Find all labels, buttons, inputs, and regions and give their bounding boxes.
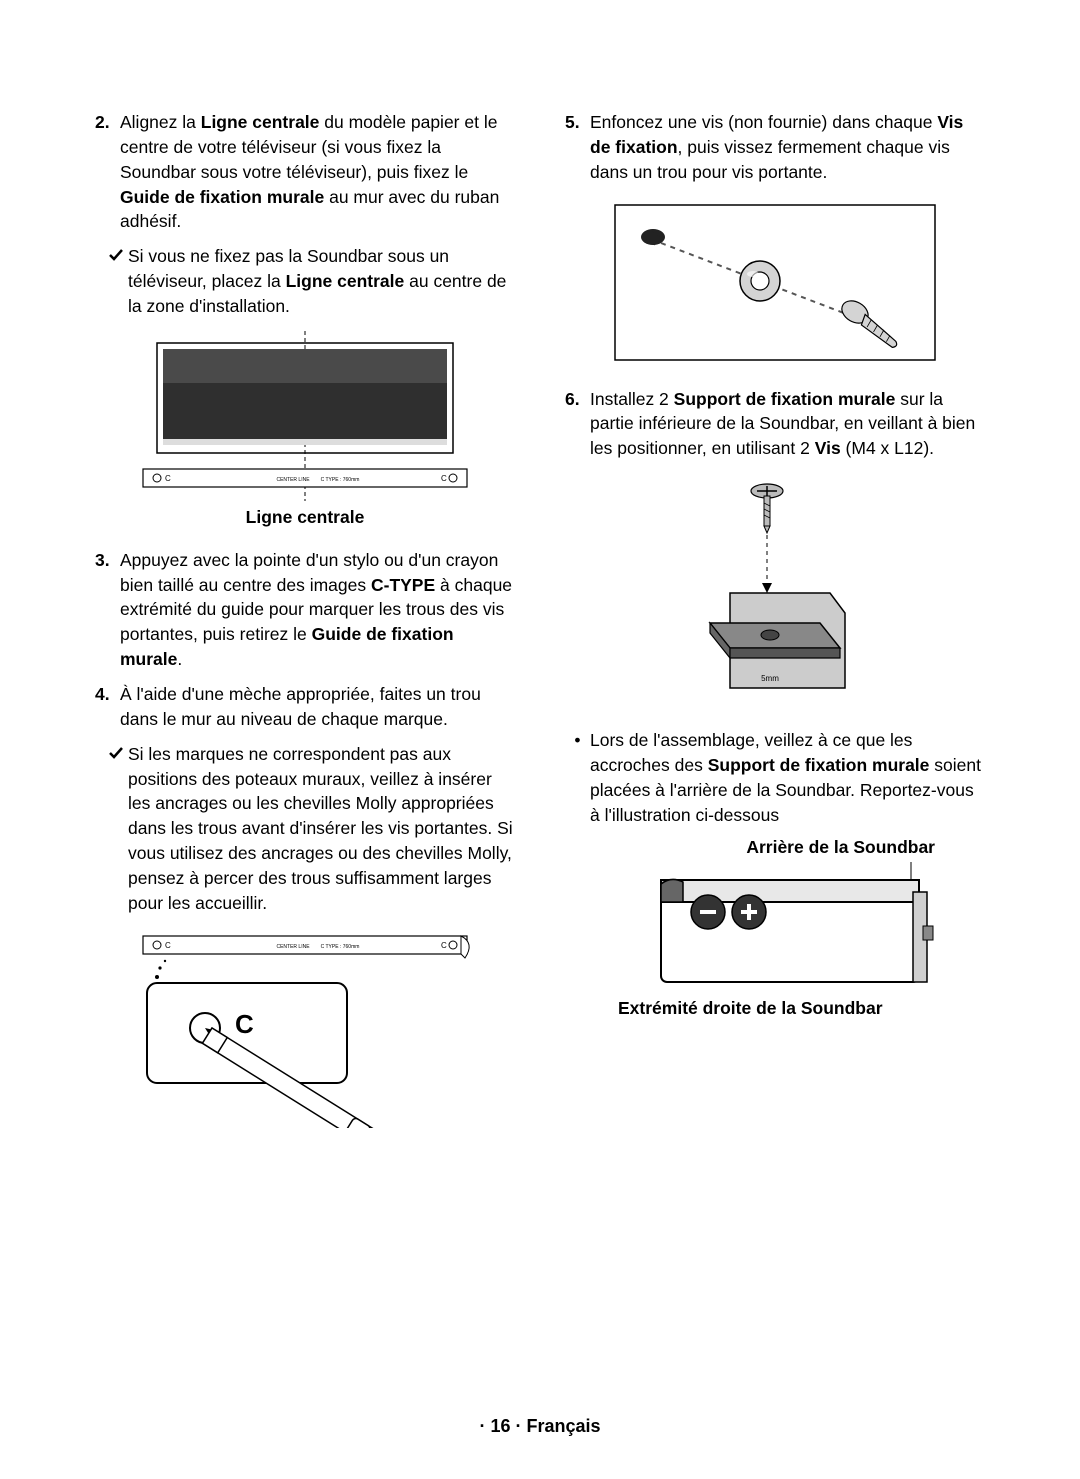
bullet-item: • Lors de l'assemblage, veillez à ce que… [565,728,985,827]
list-number: 4. [95,682,120,732]
list-text: Alignez la Ligne centrale du modèle papi… [120,110,515,234]
text: . [177,649,182,669]
label-c-left: C [165,474,171,483]
figure-soundbar-rear [653,862,943,992]
list-number: 5. [565,110,590,185]
bold-text: Support de fixation murale [674,389,896,409]
figure-screw-anchor [565,197,985,367]
text: Alignez la [120,112,201,132]
svg-text:5mm: 5mm [761,674,779,683]
left-column: 2. Alignez la Ligne centrale du modèle p… [95,110,515,1148]
text: Enfoncez une vis (non fournie) dans chaq… [590,112,937,132]
bullet-text: Lors de l'assemblage, veillez à ce que l… [590,728,985,827]
figure-bracket-screw: 5mm [565,473,985,708]
label-soundbar-right-end: Extrémité droite de la Soundbar [610,998,985,1019]
list-text: À l'aide d'une mèche appropriée, faites … [120,682,515,732]
list-text: Enfoncez une vis (non fournie) dans chaq… [590,110,985,185]
label-ctype: C TYPE : 760mm [321,944,360,950]
list-number: 3. [95,548,120,672]
label-c-right: C [441,474,447,483]
list-item-4: 4. À l'aide d'une mèche appropriée, fait… [95,682,515,732]
bold-text: Ligne centrale [201,112,320,132]
text: (M4 x L12). [841,438,934,458]
label-ctype: C TYPE : 760mm [321,477,360,483]
label-centerline: CENTER LINE [276,477,310,483]
bold-text: Support de fixation murale [708,755,930,775]
bold-text: Guide de fixation murale [120,187,324,207]
bold-text: Ligne centrale [286,271,405,291]
list-item-5: 5. Enfoncez une vis (non fournie) dans c… [565,110,985,185]
label-centerline: CENTER LINE [276,944,310,950]
bold-text: C-TYPE [371,575,435,595]
label-soundbar-back: Arrière de la Soundbar [610,837,985,858]
figure-caption: Ligne centrale [95,507,515,528]
check-item: Si les marques ne correspondent pas aux … [95,742,515,916]
check-text: Si les marques ne correspondent pas aux … [128,742,515,916]
soundbar-rear-figure-block: Arrière de la Soundbar [565,837,985,1019]
page-footer: · 16 · Français [0,1416,1080,1437]
check-item: Si vous ne fixez pas la Soundbar sous un… [95,244,515,319]
list-number: 2. [95,110,120,234]
list-item-3: 3. Appuyez avec la pointe d'un stylo ou … [95,548,515,672]
svg-text:C: C [165,941,171,950]
two-column-layout: 2. Alignez la Ligne centrale du modèle p… [95,110,985,1148]
list-text: Appuyez avec la pointe d'un stylo ou d'u… [120,548,515,672]
check-text: Si vous ne fixez pas la Soundbar sous un… [128,244,515,319]
bold-text: Vis [815,438,841,458]
text: Installez 2 [590,389,674,409]
figure-pen-marking: C C CENTER LINE C TYPE : 760mm C [95,928,515,1128]
list-item-6: 6. Installez 2 Support de fixation mural… [565,387,985,462]
list-text: Installez 2 Support de fixation murale s… [590,387,985,462]
list-item-2: 2. Alignez la Ligne centrale du modèle p… [95,110,515,234]
figure-tv-centerline: C C CENTER LINE C TYPE : 760mm Ligne cen… [95,331,515,528]
check-icon [103,244,128,319]
list-number: 6. [565,387,590,462]
bullet-icon: • [565,728,590,827]
svg-text:C: C [441,941,447,950]
check-icon [103,742,128,916]
page: 2. Alignez la Ligne centrale du modèle p… [0,0,1080,1479]
right-column: 5. Enfoncez une vis (non fournie) dans c… [565,110,985,1148]
label-c: C [235,1009,254,1039]
